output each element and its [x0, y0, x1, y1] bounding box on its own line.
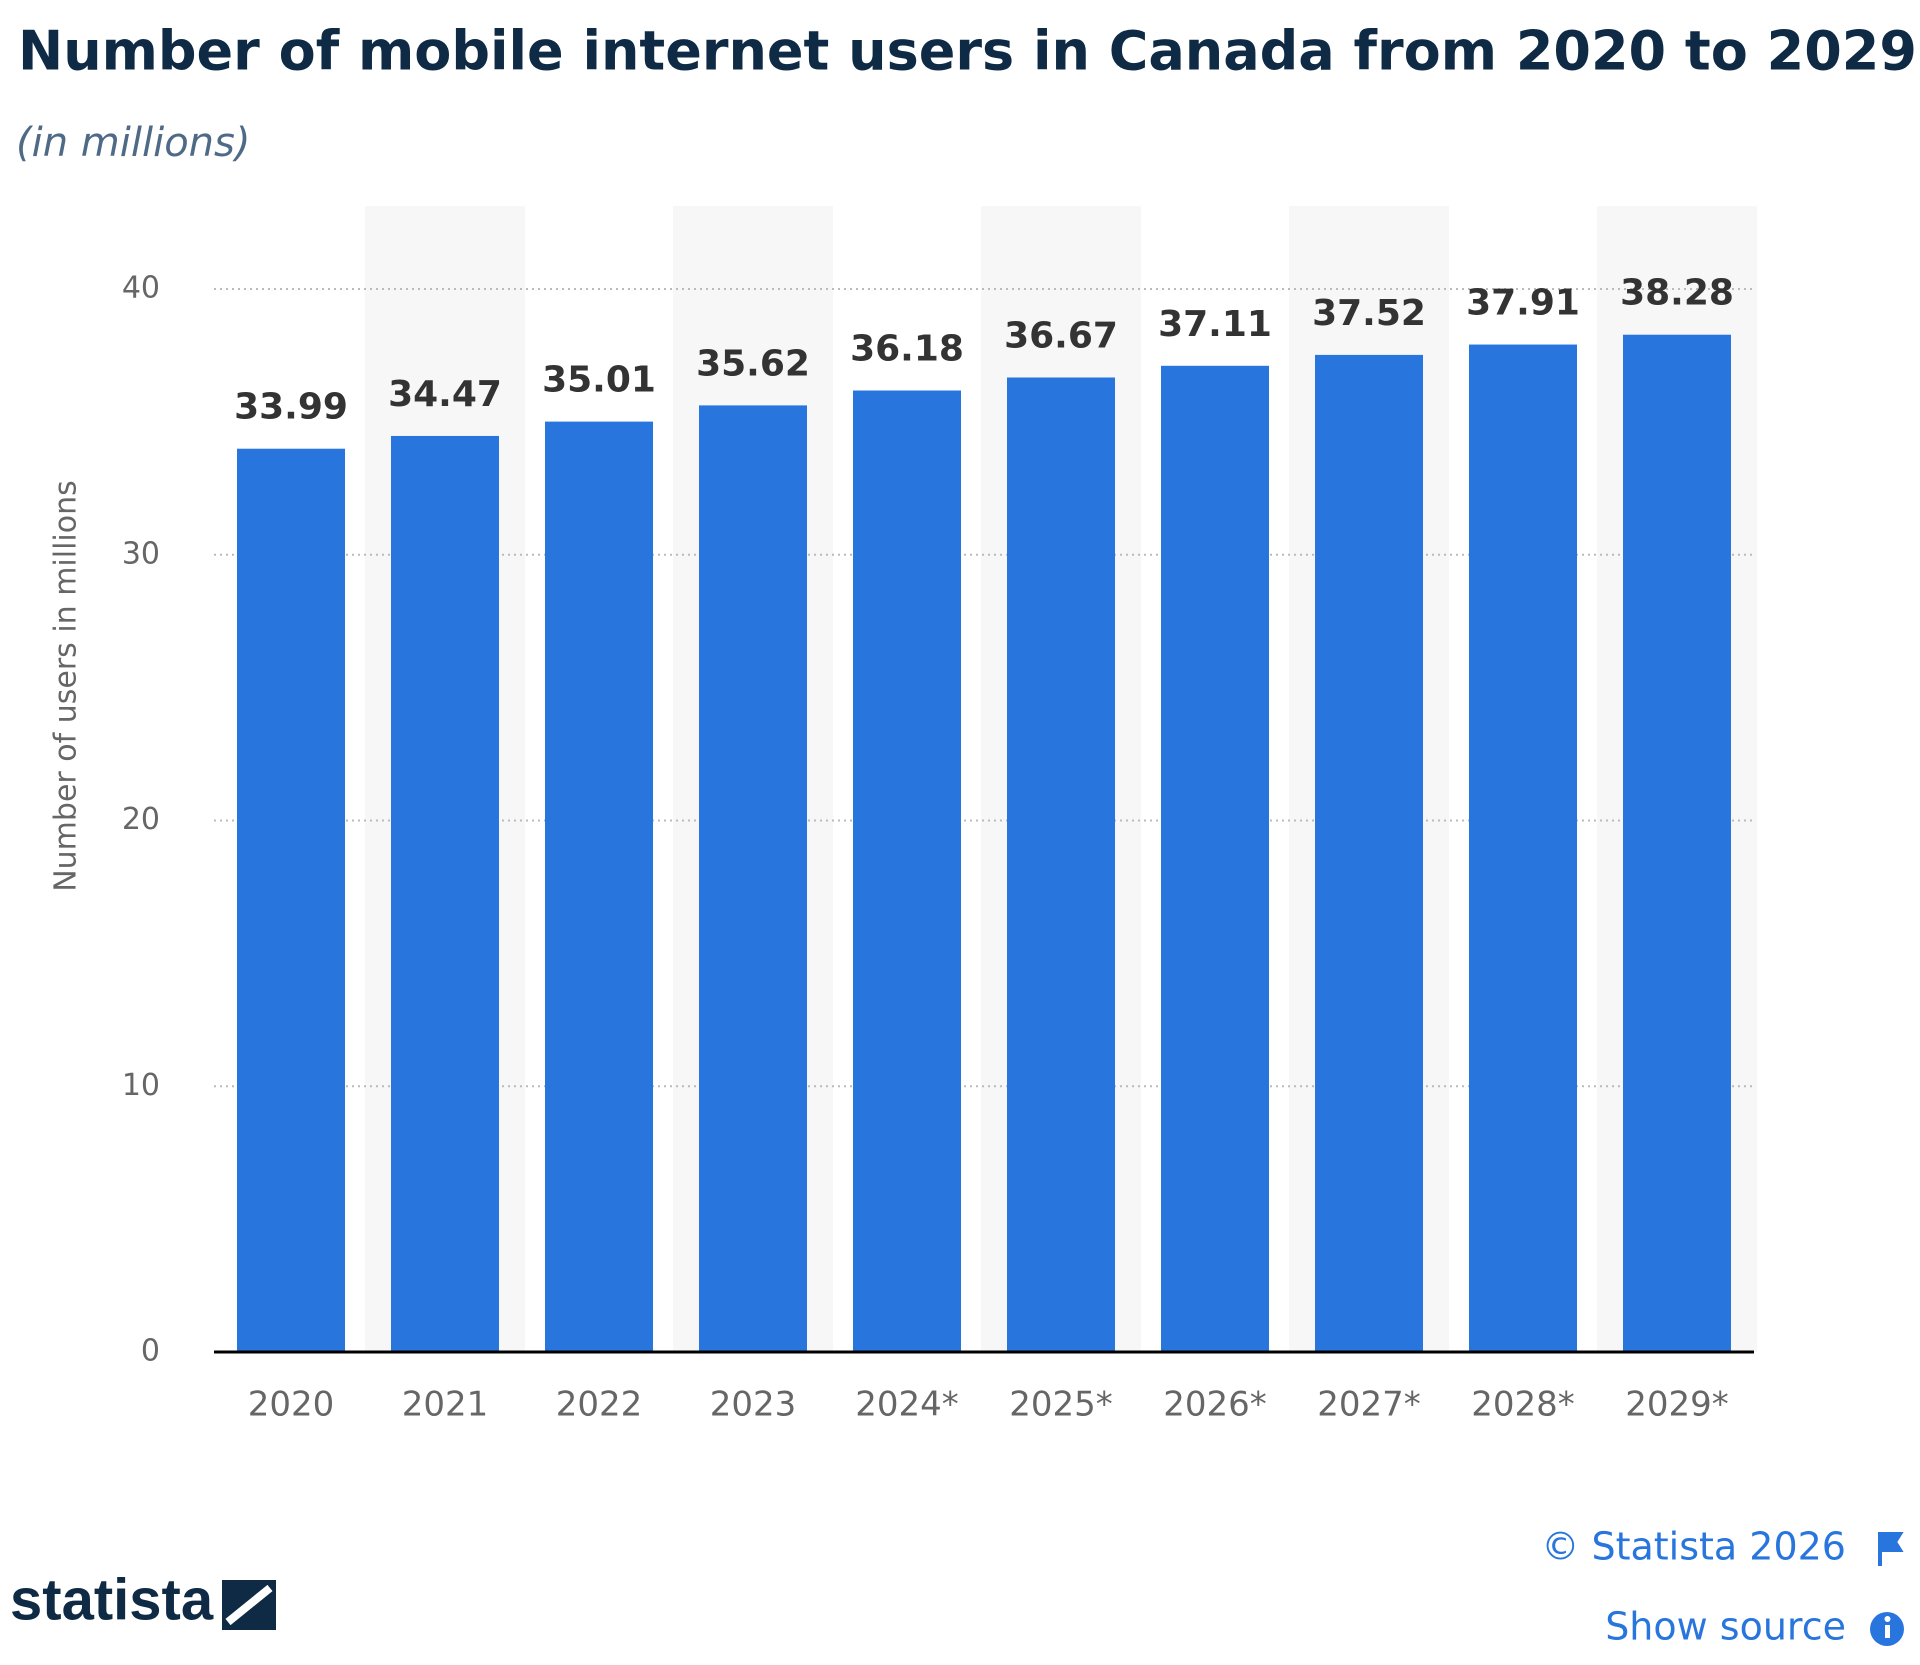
data-label: 37.11 — [1158, 304, 1272, 345]
bar — [391, 435, 499, 1353]
copyright: © Statista 2026 — [1541, 1525, 1846, 1569]
bar — [545, 421, 653, 1352]
bar — [1623, 334, 1731, 1353]
x-tick-label: 2026* — [1163, 1385, 1267, 1425]
data-label: 35.62 — [696, 343, 810, 384]
x-tick-label: 2020 — [248, 1385, 335, 1425]
data-label: 34.47 — [388, 374, 502, 415]
y-tick-label: 30 — [122, 536, 160, 571]
bar — [1007, 377, 1115, 1352]
data-label: 36.18 — [850, 329, 964, 370]
x-tick-label: 2025* — [1009, 1385, 1113, 1425]
logo-icon — [222, 1580, 276, 1630]
data-label: 37.91 — [1466, 283, 1580, 324]
y-tick-label: 20 — [122, 802, 160, 837]
data-label: 37.52 — [1312, 293, 1426, 334]
flag-icon[interactable] — [1878, 1532, 1904, 1566]
data-label: 35.01 — [542, 360, 656, 401]
y-tick-label: 40 — [122, 271, 160, 306]
bar — [1161, 365, 1269, 1352]
bar — [699, 405, 807, 1352]
data-label: 36.67 — [1004, 315, 1118, 356]
y-tick-label: 0 — [141, 1334, 160, 1369]
x-tick-label: 2024* — [855, 1385, 959, 1425]
logo: statista — [10, 1567, 214, 1632]
x-tick-label: 2022 — [556, 1385, 643, 1425]
chart-subtitle: (in millions) — [16, 120, 250, 166]
chart-title: Number of mobile internet users in Canad… — [18, 20, 1917, 83]
bar — [237, 448, 345, 1352]
data-label: 33.99 — [234, 387, 348, 428]
y-tick-label: 10 — [122, 1068, 160, 1103]
bar — [853, 390, 961, 1353]
y-axis-title: Number of users in millions — [49, 480, 84, 892]
bar — [1469, 344, 1577, 1352]
data-label: 38.28 — [1620, 273, 1734, 314]
bar — [1315, 354, 1423, 1352]
x-tick-label: 2029* — [1625, 1385, 1729, 1425]
show-source[interactable]: Show source — [1605, 1605, 1846, 1649]
x-tick-label: 2021 — [402, 1385, 489, 1425]
info-icon[interactable] — [1870, 1612, 1904, 1646]
x-tick-label: 2027* — [1317, 1385, 1421, 1425]
x-tick-label: 2028* — [1471, 1385, 1575, 1425]
x-tick-label: 2023 — [710, 1385, 797, 1425]
